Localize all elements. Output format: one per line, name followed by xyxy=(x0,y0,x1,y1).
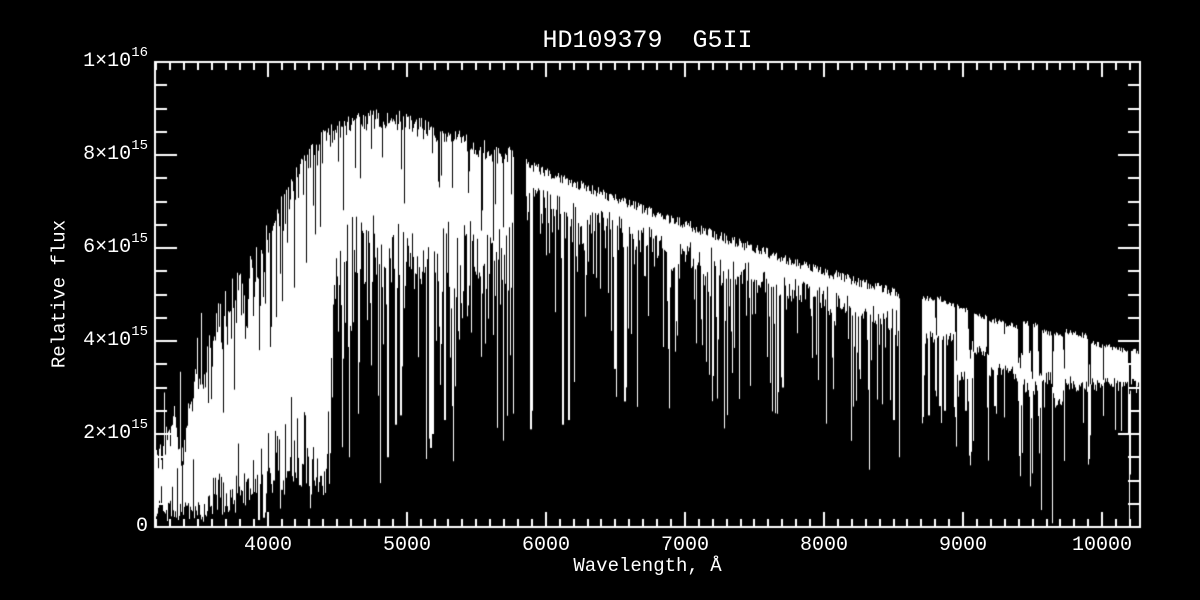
x-tick-label-6000: 6000 xyxy=(521,534,570,557)
y-tick-label-81015: 8×1015 xyxy=(83,138,148,166)
y-tick-label-41015: 4×1015 xyxy=(83,324,148,352)
x-tick-label-5000: 5000 xyxy=(382,534,431,557)
y-tick-label-0: 0 xyxy=(135,515,148,538)
y-tick-label-61015: 6×1015 xyxy=(83,231,148,259)
x-tick-label-10000: 10000 xyxy=(1071,534,1132,557)
x-tick-label-9000: 9000 xyxy=(938,534,987,557)
y-tick-label-11016: 1×1016 xyxy=(83,45,148,73)
x-axis-label: Wavelength, Å xyxy=(573,555,722,577)
x-tick-label-8000: 8000 xyxy=(799,534,848,557)
plot-title: HD109379 G5II xyxy=(542,26,753,55)
y-axis-label: Relative flux xyxy=(48,219,71,369)
x-tick-label-7000: 7000 xyxy=(660,534,709,557)
x-tick-label-4000: 4000 xyxy=(243,534,292,557)
y-tick-label-21015: 2×1015 xyxy=(83,417,148,445)
